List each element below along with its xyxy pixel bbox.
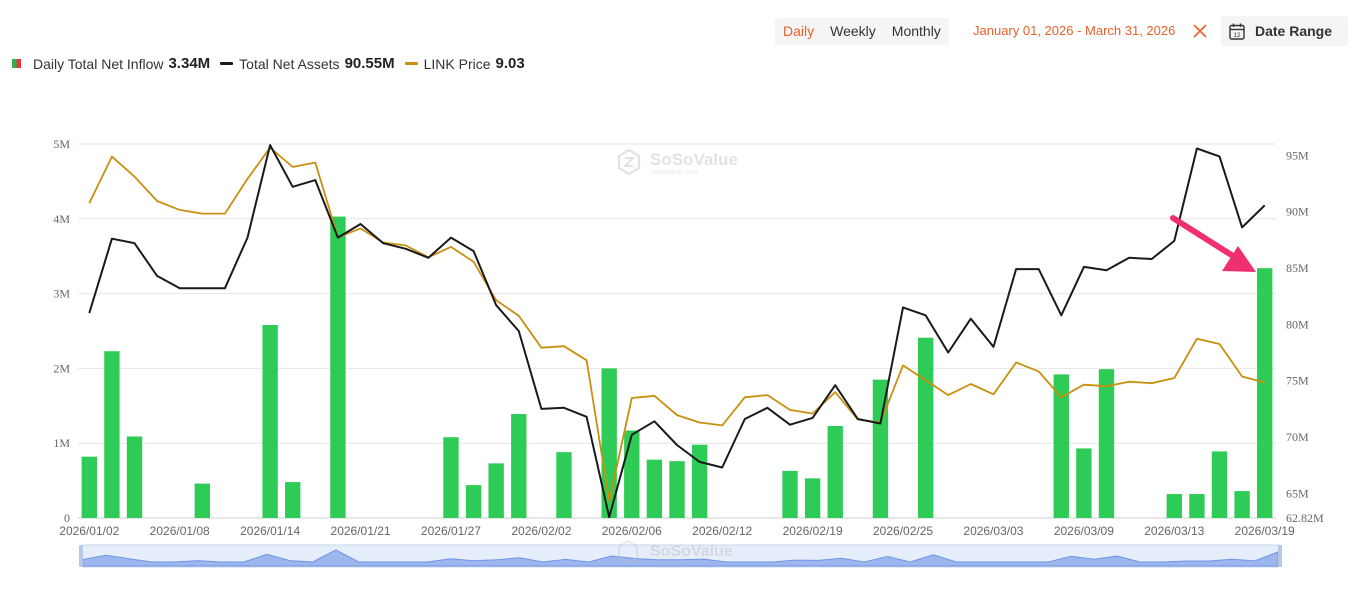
x-tick-label: 2026/01/08: [150, 524, 210, 538]
date-range-text[interactable]: January 01, 2026 - March 31, 2026: [973, 23, 1176, 38]
x-tick-label: 2026/01/21: [331, 524, 391, 538]
inflow-bar[interactable]: [330, 216, 346, 518]
inflow-bar[interactable]: [1166, 494, 1182, 518]
inflow-bar[interactable]: [782, 470, 798, 518]
left-tick-label: 4M: [53, 212, 70, 226]
date-range-label: Date Range: [1255, 23, 1333, 39]
navigator-watermark: SoSoValue: [650, 543, 733, 560]
right-tick-label: 85M: [1286, 261, 1309, 275]
net-assets-line[interactable]: [88, 144, 1266, 519]
inflow-bar[interactable]: [1211, 451, 1228, 518]
x-tick-label: 2026/03/13: [1144, 524, 1204, 538]
x-tick-label: 2026/02/06: [602, 524, 662, 538]
callout-arrow-icon: [1170, 215, 1256, 272]
chart-lines: [88, 144, 1266, 519]
sosovalue-logo-icon: [617, 148, 641, 176]
legend-inflow[interactable]: Daily Total Net Inflow 3.34M: [12, 55, 210, 72]
navigator-preview: [82, 549, 1279, 567]
period-tabs: Daily Weekly Monthly: [775, 18, 949, 45]
right-tick-label: 62.82M: [1286, 511, 1324, 525]
x-tick-label: 2026/01/02: [59, 524, 119, 538]
inflow-bar[interactable]: [488, 463, 504, 518]
legend-price-value: 9.03: [495, 55, 525, 72]
watermark: SoSoValue sosovalue.com: [617, 148, 738, 176]
inflow-bar[interactable]: [1234, 491, 1250, 518]
inflow-swatch: [12, 59, 21, 68]
navigator-left-handle[interactable]: [79, 545, 83, 567]
calendar-icon: 12: [1229, 23, 1245, 40]
right-tick-label: 75M: [1286, 374, 1309, 388]
right-tick-label: 95M: [1286, 148, 1309, 162]
price-swatch: [404, 62, 418, 65]
watermark-site: sosovalue.com: [651, 169, 698, 176]
legend-price[interactable]: LINK Price 9.03: [404, 55, 525, 72]
inflow-bar[interactable]: [556, 452, 572, 518]
tab-monthly[interactable]: Monthly: [891, 23, 941, 39]
x-tick-label: 2026/01/27: [421, 524, 481, 538]
watermark-brand: SoSoValue: [650, 150, 738, 169]
inflow-bar[interactable]: [81, 456, 97, 518]
link-price-line[interactable]: [88, 146, 1265, 502]
range-navigator[interactable]: SoSoValue: [79, 539, 1282, 568]
chart-legend: Daily Total Net Inflow 3.34M Total Net A…: [12, 55, 535, 72]
inflow-bar[interactable]: [646, 459, 663, 518]
legend-inflow-value: 3.34M: [168, 55, 211, 72]
legend-inflow-label: Daily Total Net Inflow: [33, 55, 164, 72]
x-tick-label: 2026/03/03: [963, 524, 1023, 538]
inflow-bar[interactable]: [1076, 448, 1092, 518]
right-tick-label: 90M: [1286, 205, 1309, 219]
inflow-bar[interactable]: [1257, 268, 1273, 518]
inflow-bar[interactable]: [1189, 494, 1205, 518]
inflow-bar[interactable]: [104, 351, 120, 518]
inflow-bar[interactable]: [917, 337, 934, 518]
inflow-bar[interactable]: [691, 444, 708, 518]
inflow-bar[interactable]: [624, 430, 640, 518]
legend-assets-value: 90.55M: [344, 55, 395, 72]
left-tick-label: 0: [64, 511, 70, 525]
left-tick-label: 3M: [53, 287, 70, 301]
close-icon[interactable]: [1192, 22, 1208, 40]
legend-price-label: LINK Price: [423, 55, 491, 72]
navigator-right-handle[interactable]: [1278, 545, 1282, 567]
inflow-bar[interactable]: [465, 485, 482, 518]
inflow-bar[interactable]: [804, 478, 821, 518]
legend-assets-label: Total Net Assets: [239, 55, 340, 72]
left-axis: 0 1M 2M 3M 4M 5M: [53, 137, 70, 525]
x-tick-label: 2026/02/12: [692, 524, 752, 538]
left-tick-label: 1M: [53, 436, 70, 450]
x-tick-label: 2026/03/09: [1054, 524, 1114, 538]
inflow-bar[interactable]: [285, 482, 301, 518]
inflow-bar[interactable]: [443, 437, 459, 518]
x-tick-label: 2026/03/19: [1235, 524, 1295, 538]
svg-text:12: 12: [1233, 32, 1241, 39]
x-tick-label: 2026/02/02: [511, 524, 571, 538]
inflow-bar[interactable]: [262, 325, 278, 518]
legend-assets[interactable]: Total Net Assets 90.55M: [220, 55, 395, 72]
inflow-bars: [81, 216, 1273, 518]
x-tick-label: 2026/02/25: [873, 524, 933, 538]
inflow-bar[interactable]: [1053, 374, 1069, 518]
date-range-button[interactable]: 12 Date Range: [1221, 16, 1348, 46]
inflow-bar[interactable]: [126, 436, 143, 518]
inflow-bar[interactable]: [511, 414, 527, 518]
x-tick-label: 2026/01/14: [240, 524, 300, 538]
right-axis: 62.82M 65M 70M 75M 80M 85M 90M 95M: [1286, 148, 1324, 525]
x-axis: 2026/01/02 2026/01/08 2026/01/14 2026/01/21…: [59, 524, 1295, 538]
x-tick-label: 2026/02/19: [783, 524, 843, 538]
left-tick-label: 2M: [53, 361, 70, 375]
left-tick-label: 5M: [53, 137, 70, 151]
inflow-bar[interactable]: [194, 483, 211, 518]
tab-weekly[interactable]: Weekly: [830, 23, 876, 39]
inflow-bar[interactable]: [1098, 369, 1115, 518]
right-tick-label: 70M: [1286, 430, 1309, 444]
inflow-bar[interactable]: [669, 461, 685, 518]
tab-daily[interactable]: Daily: [783, 23, 815, 39]
right-tick-label: 65M: [1286, 486, 1309, 500]
assets-swatch: [220, 62, 234, 65]
inflow-bar[interactable]: [827, 425, 843, 518]
right-tick-label: 80M: [1286, 317, 1309, 331]
